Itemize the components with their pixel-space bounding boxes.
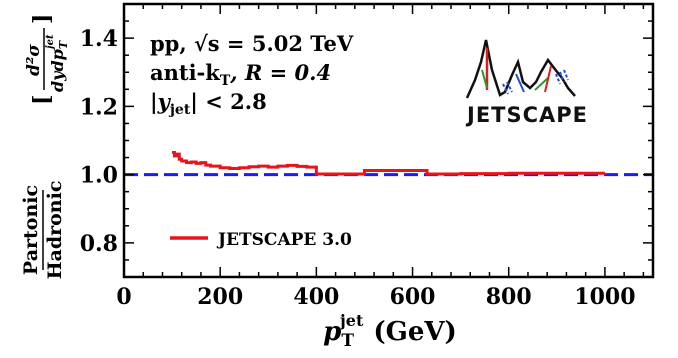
annotation-rapidity-suffix: | < 2.8 <box>190 89 266 114</box>
annotation-algorithm-prefix: anti-k <box>150 60 220 85</box>
x-tick-label: 600 <box>390 284 436 310</box>
logo-text: JETSCAPE <box>465 103 588 127</box>
series-line-0 <box>172 150 607 176</box>
annotation-rapidity-prefix: |y <box>150 89 172 114</box>
y-axis-label-ratio-num: Partonic <box>20 185 42 275</box>
annotation-rapidity: |yjet| < 2.8 <box>150 89 267 118</box>
y-axis-label-frac-den-main: dydp <box>48 49 67 92</box>
y-axis-label-frac-den: dydpTjet <box>45 34 70 92</box>
y-axis-label-frac-den-sub: T <box>57 40 70 49</box>
x-axis-label-unit: (GeV) <box>373 317 457 347</box>
x-tick-label: 200 <box>197 284 243 310</box>
y-axis-label-frac-den-sup: jet <box>45 34 56 51</box>
y-tick-label: 1.4 <box>80 26 118 52</box>
x-axis-label: pTjet (GeV) <box>323 311 457 351</box>
logo-mountain <box>465 39 576 99</box>
axis-tick-labels: 0 200 400 600 800 1000 0.8 1.0 1.2 1.4 <box>80 26 636 310</box>
x-axis-label-main: p <box>323 317 341 347</box>
annotation-rapidity-sub: jet <box>168 102 191 118</box>
jetscape-logo: JETSCAPE <box>465 39 588 127</box>
y-axis-label-frac-num: d²σ <box>24 44 44 76</box>
x-tick-label: 400 <box>293 284 339 310</box>
y-tick-label: 1.0 <box>80 163 118 189</box>
annotation-algorithm: anti-kT, R = 0.4 <box>150 60 331 89</box>
logo-green-line <box>481 69 488 89</box>
annotation-algorithm-sub: T <box>220 73 231 89</box>
logo-green-line-2 <box>534 77 549 91</box>
y-tick-label: 1.2 <box>80 94 118 120</box>
annotation-algorithm-suffix: , R = 0.4 <box>229 60 331 85</box>
y-axis-label-ratio-den: Hadronic <box>44 181 66 280</box>
logo-blue-line <box>515 73 525 93</box>
logo-red-line-2 <box>544 65 552 93</box>
legend-label-jetscape-3-0: JETSCAPE 3.0 <box>216 230 352 250</box>
y-axis-label-bracket-open: [ <box>29 95 55 105</box>
x-tick-label: 800 <box>486 284 532 310</box>
logo-blue-dashes <box>502 69 569 95</box>
legend: JETSCAPE 3.0 <box>170 230 352 250</box>
axis-ticks <box>123 3 653 278</box>
x-axis-label-sup: jet <box>338 311 364 330</box>
y-axis-label: Partonic Hadronic [ d²σ dydpTjet ] <box>20 14 70 280</box>
y-tick-label: 0.8 <box>80 231 118 257</box>
x-axis-label-sub: T <box>341 331 354 351</box>
annotation-collision: pp, √s = 5.02 TeV <box>150 31 354 56</box>
x-tick-label: 0 <box>116 284 131 310</box>
x-tick-label: 1000 <box>574 284 635 310</box>
y-axis-label-bracket-close: ] <box>29 14 55 24</box>
series-group <box>172 150 607 176</box>
